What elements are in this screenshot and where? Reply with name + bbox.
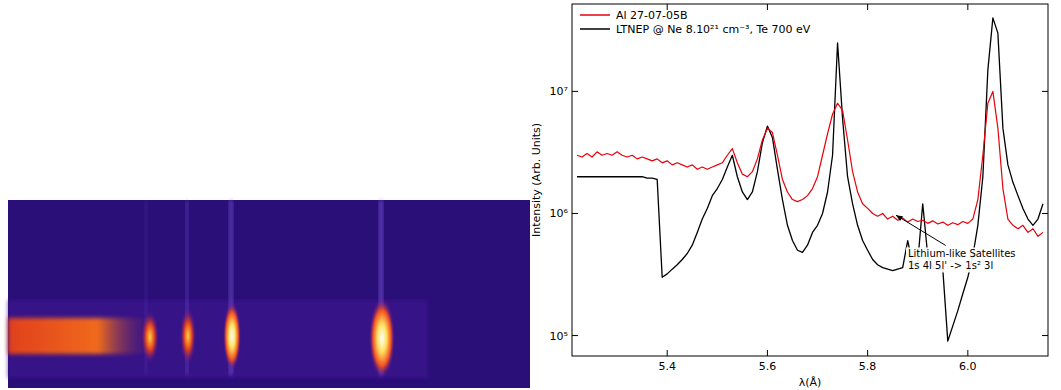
series-line: [577, 91, 1043, 236]
plot-frame: [572, 4, 1048, 356]
y-tick: [572, 91, 578, 92]
y-tick: [1042, 213, 1048, 214]
y-axis-title: Intensity (Arb. Units): [530, 123, 543, 237]
legend-label: Al 27-07-05B: [616, 9, 688, 22]
x-tick: [767, 4, 768, 10]
x-tick: [967, 350, 968, 356]
y-tick: [1042, 335, 1048, 336]
y-tick: [572, 213, 578, 214]
image-ground: [8, 200, 530, 388]
detector-image: [8, 200, 530, 388]
x-tick-label: 5.4: [658, 360, 676, 373]
x-tick-label: 6.0: [959, 360, 977, 373]
y-tick-label: 10⁵: [550, 330, 568, 343]
annotation-text: Lithium-like Satellites: [908, 248, 1016, 259]
x-tick: [667, 350, 668, 356]
annotation: Lithium-like Satellites1s 4l 5l' -> 1s² …: [896, 215, 1018, 272]
x-tick: [867, 4, 868, 10]
y-tick-label: 10⁶: [550, 207, 569, 220]
x-tick-label: 5.8: [859, 360, 877, 373]
x-tick: [967, 4, 968, 10]
legend-label: LTNEP @ Ne 8.10²¹ cm⁻³, Te 700 eV: [616, 23, 811, 36]
annotation-arrow: [896, 215, 946, 245]
legend-swatch: [580, 14, 610, 16]
legend: Al 27-07-05BLTNEP @ Ne 8.10²¹ cm⁻³, Te 7…: [580, 9, 811, 36]
x-tick: [867, 350, 868, 356]
image-spot: [223, 302, 241, 370]
annotation-arrowhead: [896, 215, 903, 221]
annotation-patch: [906, 247, 1018, 272]
y-tick-label: 10⁷: [550, 85, 568, 98]
annotation-text: 1s 4l 5l' -> 1s² 3l: [908, 260, 993, 271]
y-tick: [572, 335, 578, 336]
chart: 5.4 5.6 5.8 6.0 10⁵ 10⁶ 10⁷ λ(Å) Intensity (Arb.…: [530, 4, 1048, 389]
image-spot: [180, 308, 196, 364]
x-tick: [767, 350, 768, 356]
x-tick-label: 5.6: [759, 360, 777, 373]
image-spot: [369, 298, 395, 378]
image-spot: [141, 311, 159, 363]
image-band: [8, 318, 158, 354]
figure: 5.4 5.6 5.8 6.0 10⁵ 10⁶ 10⁷ λ(Å) Intensity (Arb.…: [0, 0, 1061, 390]
series-line: [577, 18, 1043, 341]
x-axis-title: λ(Å): [799, 376, 822, 389]
y-tick: [1042, 91, 1048, 92]
legend-swatch: [580, 28, 610, 30]
image-glow: [8, 300, 428, 378]
plot-area: [577, 18, 1043, 341]
